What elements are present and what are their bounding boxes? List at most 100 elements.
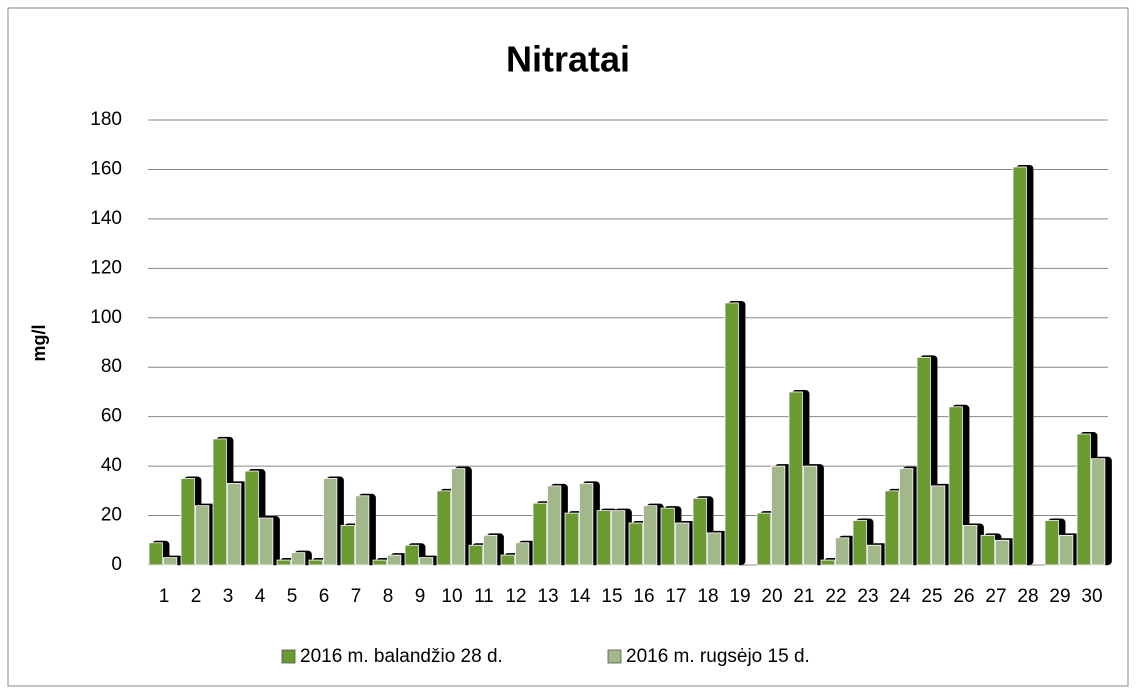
bar [948,406,963,566]
x-tick-label: 11 [474,586,494,607]
bar [436,490,451,566]
x-tick-label: 9 [415,586,426,607]
bar [771,465,786,566]
bar [899,468,914,566]
y-tick-label: 0 [111,554,122,575]
bar [611,510,626,566]
legend-label: 2016 m. rugsėjo 15 d. [626,646,810,667]
x-tick-label: 26 [953,586,974,607]
bar [483,534,498,566]
x-tick-label: 18 [697,586,718,607]
bar [515,542,530,566]
bar [596,510,611,566]
x-tick-label: 27 [985,586,1006,607]
bar [532,502,547,566]
x-tick-label: 28 [1017,586,1038,607]
bar [867,544,882,566]
bar [308,559,323,566]
bar [323,478,338,566]
bar [355,495,370,566]
bar [1076,433,1091,566]
x-tick-label: 12 [505,586,526,607]
bar [547,485,562,566]
legend-swatch [281,649,296,664]
x-tick-label: 10 [441,586,462,607]
bar [803,465,818,566]
bar [163,557,178,566]
bar [643,505,658,566]
x-tick-label: 3 [223,586,234,607]
x-tick-label: 20 [761,586,782,607]
bar [707,532,722,566]
bar [579,483,594,566]
x-tick-label: 15 [601,586,622,607]
chart-frame [7,7,1129,687]
x-tick-label: 16 [633,586,654,607]
bar [884,490,899,566]
x-tick-label: 21 [793,586,814,607]
chart-title: Nitratai [506,39,630,80]
bar [1091,458,1106,566]
x-tick-label: 24 [889,586,911,607]
bar [195,505,210,566]
y-tick-label: 60 [101,406,122,427]
bar [468,544,483,566]
x-tick-label: 22 [825,586,846,607]
x-tick-label: 29 [1049,586,1070,607]
bar [148,542,163,566]
bar [675,522,690,566]
y-tick-label: 120 [90,257,122,278]
x-tick-label: 23 [857,586,878,607]
bar [692,497,707,566]
bar [756,512,771,566]
bar [852,520,867,566]
bar [995,539,1010,566]
y-tick-label: 160 [90,158,122,179]
bar [564,512,579,566]
bar [451,468,466,566]
bar [963,525,978,566]
bar [788,391,803,566]
y-tick-label: 20 [101,505,122,526]
bar [724,302,739,566]
bar [835,537,850,566]
legend-label: 2016 m. balandžio 28 d. [300,646,503,667]
bar [419,557,434,566]
bar [1044,520,1059,566]
bar [628,522,643,566]
y-axis-label: mg/l [29,324,49,361]
x-tick-label: 17 [665,586,686,607]
bar [276,559,291,566]
x-tick-label: 4 [255,586,266,607]
x-tick-label: 1 [159,586,170,607]
bar [404,544,419,566]
bar [372,559,387,566]
bar [340,525,355,566]
bar [500,554,515,566]
bar [660,507,675,566]
x-tick-label: 14 [569,586,591,607]
bar [244,470,259,566]
bar [980,534,995,566]
x-tick-label: 13 [537,586,558,607]
bar [212,438,227,566]
y-tick-label: 180 [90,109,122,130]
bar [259,517,274,566]
y-tick-label: 140 [90,208,122,229]
x-tick-label: 19 [729,586,750,607]
x-tick-label: 7 [351,586,362,607]
x-tick-label: 8 [383,586,394,607]
bar [931,485,946,566]
bar [180,478,195,566]
y-tick-label: 40 [101,455,122,476]
bar [291,552,306,566]
bar [1012,166,1027,566]
bar [820,559,835,566]
x-tick-label: 5 [287,586,298,607]
x-tick-label: 6 [319,586,330,607]
y-tick-label: 80 [101,356,122,377]
bar [387,554,402,566]
x-tick-label: 25 [921,586,942,607]
bar [1059,534,1074,566]
